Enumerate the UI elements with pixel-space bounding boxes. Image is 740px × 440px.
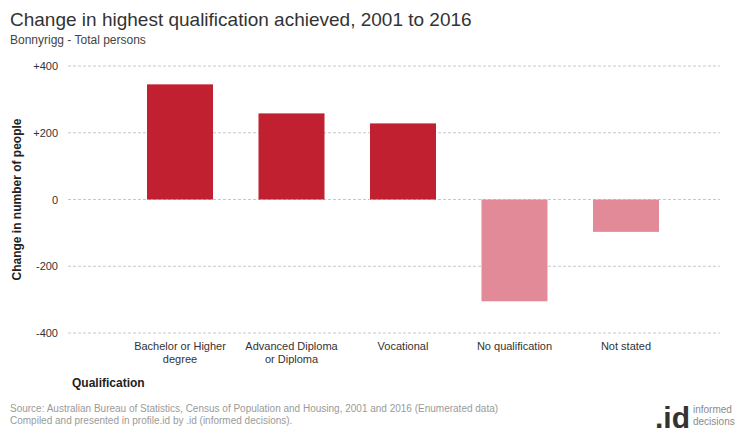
source-note: Source: Australian Bureau of Statistics,… bbox=[10, 403, 498, 414]
grid-line bbox=[68, 66, 720, 67]
x-tick-line: Vocational bbox=[378, 340, 429, 352]
x-tick-label: Bachelor or Higherdegree bbox=[134, 340, 226, 365]
bar bbox=[593, 200, 659, 232]
y-tick-label: -400 bbox=[36, 327, 58, 339]
bar bbox=[482, 200, 548, 302]
logo-text: decisions bbox=[693, 416, 735, 427]
subtitle: Bonnyrigg - Total persons bbox=[10, 33, 146, 47]
y-tick-label: -200 bbox=[36, 260, 58, 272]
grid bbox=[68, 66, 720, 333]
y-tick-label: +400 bbox=[33, 60, 58, 72]
x-tick-line: degree bbox=[163, 353, 197, 365]
grid-line bbox=[68, 333, 720, 334]
x-tick-label: Advanced Diplomaor Diploma bbox=[245, 340, 338, 365]
bar bbox=[147, 84, 213, 199]
x-tick-label: Not stated bbox=[601, 340, 651, 352]
grid-line bbox=[68, 266, 720, 267]
bar bbox=[370, 123, 436, 199]
bar bbox=[259, 113, 325, 199]
x-tick-label: No qualification bbox=[477, 340, 552, 352]
x-tick-line: or Diploma bbox=[265, 353, 319, 365]
bars bbox=[147, 84, 659, 301]
y-tick-label: +200 bbox=[33, 127, 58, 139]
x-axis-title: Qualification bbox=[72, 376, 145, 390]
x-tick-line: Not stated bbox=[601, 340, 651, 352]
x-tick-label: Vocational bbox=[378, 340, 429, 352]
source-note: Compiled and presented in profile.id by … bbox=[10, 415, 292, 426]
title: Change in highest qualification achieved… bbox=[10, 9, 472, 30]
y-axis-title: Change in number of people bbox=[10, 118, 24, 280]
x-tick-line: Bachelor or Higher bbox=[134, 340, 226, 352]
x-tick-line: No qualification bbox=[477, 340, 552, 352]
chart: Change in highest qualification achieved… bbox=[0, 0, 740, 440]
x-tick-line: Advanced Diploma bbox=[245, 340, 338, 352]
logo-text: informed bbox=[693, 404, 732, 415]
y-tick-label: 0 bbox=[52, 194, 58, 206]
logo-mark: .id bbox=[655, 401, 690, 434]
